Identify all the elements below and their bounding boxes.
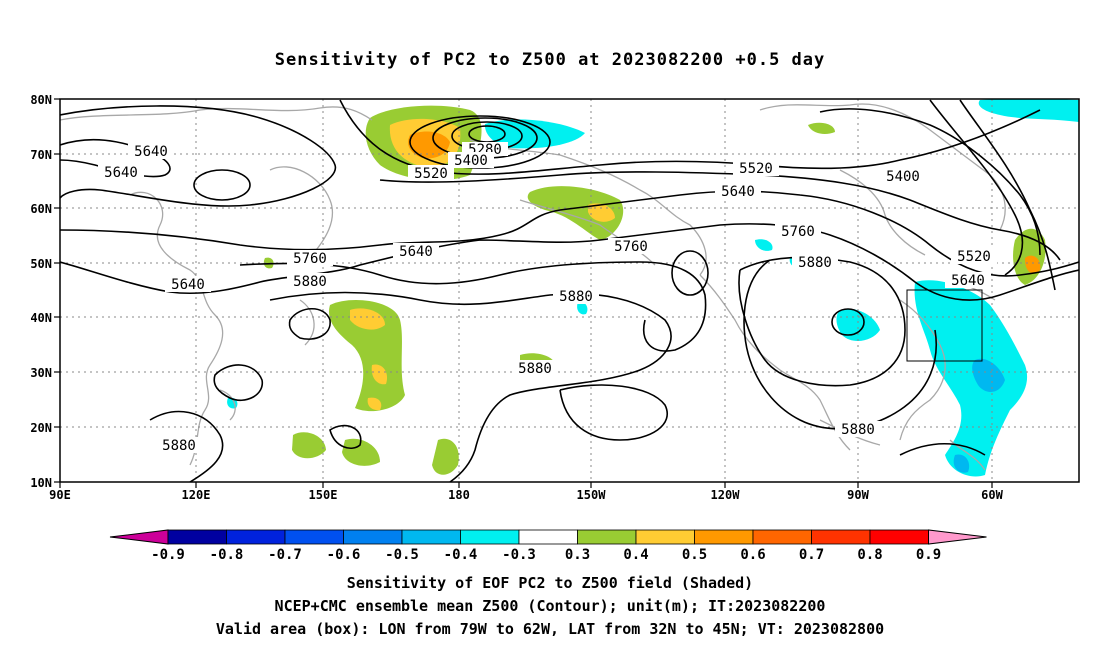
- y-tick-label: 50N: [30, 257, 52, 271]
- y-tick-label: 10N: [30, 476, 52, 490]
- grid: [60, 99, 1079, 482]
- axis-ticks: [54, 98, 993, 488]
- contour-label: 5520: [414, 166, 448, 182]
- caption-shaded: Sensitivity of EOF PC2 to Z500 field (Sh…: [346, 574, 754, 592]
- shade-orange: [408, 131, 450, 159]
- shade-green: [342, 438, 380, 466]
- contour-label: 5400: [886, 169, 920, 185]
- plot-frame: [59, 98, 1080, 483]
- y-tick-label: 60N: [30, 202, 52, 216]
- contour-label: 5880: [798, 255, 832, 271]
- shade-green: [808, 122, 835, 134]
- shade-skyblue: [953, 454, 970, 473]
- caption-contour: NCEP+CMC ensemble mean Z500 (Contour); u…: [274, 597, 826, 615]
- shade-cyan: [914, 280, 1028, 477]
- y-tick-label: 30N: [30, 366, 52, 380]
- contour-label: 5520: [957, 249, 991, 265]
- x-tick-label: 120W: [711, 488, 741, 502]
- contour-label: 5640: [721, 184, 755, 200]
- contour-label: 5640: [399, 244, 433, 260]
- contour-label: 5520: [739, 161, 773, 177]
- map-title: Sensitivity of PC2 to Z500 at 2023082200…: [274, 50, 826, 70]
- contour-label: 5880: [518, 361, 552, 377]
- contour-label: 5760: [293, 251, 327, 267]
- contour-label: 5880: [293, 274, 327, 290]
- x-tick-label: 90W: [847, 488, 869, 502]
- contour-labels: 5640 5640 5640 5640 5280 5400 5520 5520 …: [98, 142, 997, 454]
- x-tick-label: 180: [448, 488, 470, 502]
- y-tick-label: 40N: [30, 311, 52, 325]
- shade-cyan: [978, 99, 1079, 122]
- shade-green: [432, 438, 459, 475]
- contour-label: 5640: [104, 165, 138, 181]
- x-tick-label: 150E: [309, 488, 338, 502]
- contour-label: 5880: [162, 438, 196, 454]
- shade-green: [292, 432, 326, 459]
- y-axis-labels: 80N 70N 60N 50N 40N 30N 20N 10N: [30, 93, 52, 490]
- shade-cyan: [755, 239, 773, 251]
- shade-yellow: [350, 308, 385, 330]
- x-axis-labels: 90E 120E 150E 180 150W 120W 90W 60W: [49, 488, 1003, 502]
- shade-cyan: [577, 301, 588, 315]
- contour-label: 5880: [841, 422, 875, 438]
- shade-cyan: [836, 308, 880, 342]
- x-tick-label: 60W: [981, 488, 1003, 502]
- contour-label: 5760: [781, 224, 815, 240]
- caption-valid-area: Valid area (box): LON from 79W to 62W, L…: [215, 620, 885, 638]
- y-tick-label: 20N: [30, 421, 52, 435]
- shade-green: [527, 186, 624, 240]
- contour-label: 5880: [559, 289, 593, 305]
- shade-yellow: [371, 364, 388, 385]
- y-tick-label: 70N: [30, 148, 52, 162]
- y-tick-label: 80N: [30, 93, 52, 107]
- shade-cyan: [484, 119, 585, 149]
- sensitivity-map: 5640 5640 5640 5640 5280 5400 5520 5520 …: [30, 93, 1080, 502]
- shade-orange: [1024, 255, 1041, 274]
- x-tick-label: 90E: [49, 488, 71, 502]
- x-tick-label: 120E: [182, 488, 211, 502]
- shade-yellow: [367, 397, 382, 411]
- valid-area-box: [906, 289, 983, 362]
- contour-label: 5400: [454, 153, 488, 169]
- contour-label: 5760: [614, 239, 648, 255]
- contour-label: 5640: [134, 144, 168, 160]
- x-tick-label: 150W: [577, 488, 607, 502]
- contour-label: 5640: [171, 277, 205, 293]
- contour-label: 5640: [951, 273, 985, 289]
- shade-skyblue: [972, 358, 1005, 392]
